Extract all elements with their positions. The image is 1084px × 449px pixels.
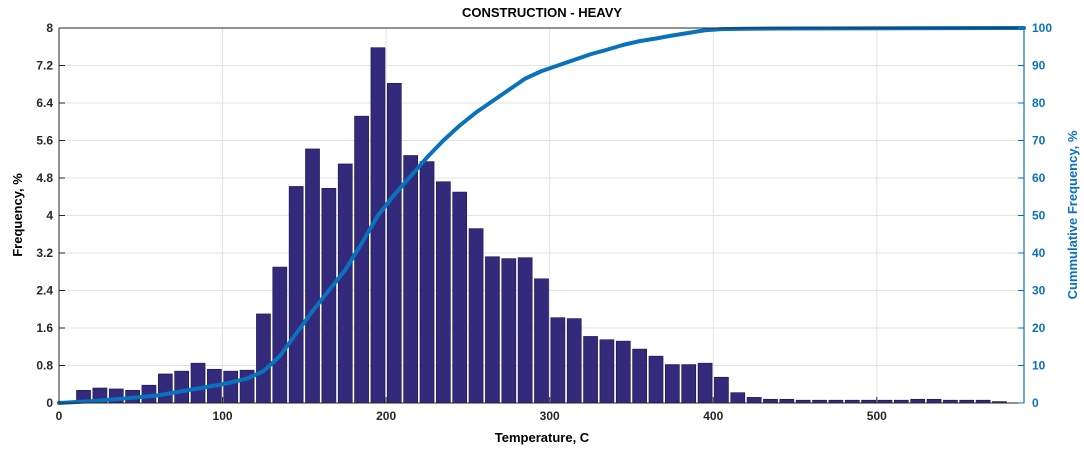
tick-labels: 0 100 200 300 400 50000.81.62.43.244.85.66.47… [36,21,1052,423]
histogram-bar [223,370,239,404]
histogram-bar [485,256,500,404]
y-tick-label: 0 [46,396,53,410]
histogram-bar [550,317,566,404]
histogram-bar [926,398,942,404]
histogram-bar [190,362,206,404]
histogram-bar [763,398,778,404]
y2-tick-label: 0 [1032,396,1039,410]
histogram-bar [714,376,729,404]
histogram-bar [403,155,418,404]
y2-tick-label: 100 [1032,21,1052,35]
y2-tick-label: 90 [1032,59,1046,73]
histogram-bar [681,364,697,404]
x-tick-label: 200 [376,409,396,423]
histogram-bar [648,355,664,404]
y2-tick-label: 70 [1032,134,1046,148]
x-tick-label: 100 [213,409,233,423]
y2-tick-label: 10 [1032,359,1046,373]
y-tick-label: 4.8 [36,171,53,185]
y-tick-label: 8 [46,21,53,35]
histogram-bar [386,83,402,404]
histogram-bar [730,392,746,404]
y-tick-label: 7.2 [36,59,53,73]
x-axis-title: Temperature, C [495,430,590,445]
y2-tick-label: 50 [1032,209,1046,223]
histogram-bar [615,340,631,404]
x-tick-label: 0 [56,409,63,423]
histogram-bar [632,348,647,404]
y2-tick-label: 80 [1032,96,1046,110]
histogram-bar [468,228,484,404]
histogram-bar [436,181,451,404]
y-tick-label: 0.8 [36,359,53,373]
histogram-bar [501,258,517,404]
histogram-bar [272,266,288,404]
x-tick-label: 400 [703,409,723,423]
histogram-bar [517,257,533,404]
histogram-bar [665,364,680,404]
histogram-bar [779,398,795,404]
y-tick-label: 3.2 [36,246,53,260]
y2-tick-label: 40 [1032,246,1046,260]
y-tick-label: 6.4 [36,96,53,110]
histogram-bar [910,398,926,404]
x-tick-label: 300 [540,409,560,423]
cumulative-line-group [57,26,1026,405]
histogram-bar [157,373,173,404]
histogram-bar [419,161,435,404]
y2-tick-label: 30 [1032,284,1046,298]
y-tick-label: 1.6 [36,321,53,335]
histogram-bar [566,318,582,404]
plot-frame [58,27,1025,404]
y-tick-label: 2.4 [36,284,53,298]
histogram-bar [583,336,598,404]
histogram-bar [174,370,190,404]
y-tick-label: 4 [46,209,53,223]
histogram-bar [305,148,320,404]
y2-axis-title: Cummulative Frequency, % [1065,130,1080,299]
cumulative-frequency-line [57,26,1026,405]
histogram-bar [288,186,304,404]
histogram-bar [599,339,615,404]
y-axis-title: Frequency, % [10,173,25,257]
chart-title: CONSTRUCTION - HEAVY [462,5,622,20]
histogram-bar [452,191,468,404]
y2-tick-label: 60 [1032,171,1046,185]
histogram-bar [256,313,271,404]
histogram-bar [697,362,713,404]
histogram-bar [534,278,549,404]
y2-tick-label: 20 [1032,321,1046,335]
histogram-bar [337,163,353,404]
y-tick-label: 5.6 [36,134,53,148]
histogram-bar [746,397,762,404]
histogram-bar [354,115,369,404]
histogram-bars [76,47,1007,404]
x-tick-label: 500 [867,409,887,423]
